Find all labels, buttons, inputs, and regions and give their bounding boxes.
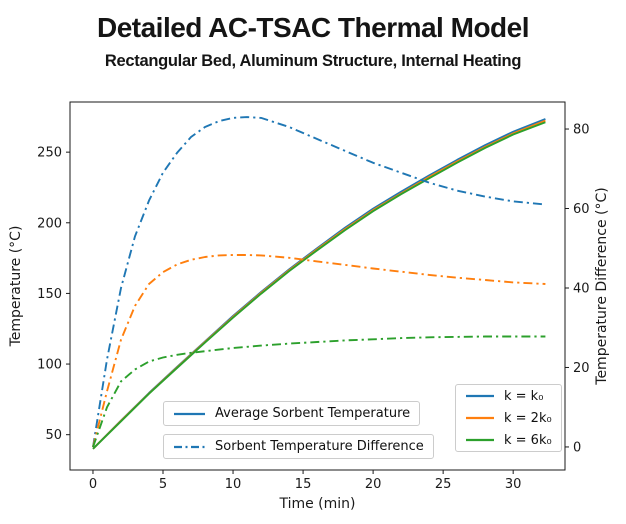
x-axis-label: Time (min) — [278, 496, 355, 512]
solid-line-sample-icon — [173, 411, 206, 417]
legend-average-sorbent-temperature: Average Sorbent Temperature — [163, 401, 421, 426]
legend-item-temperature-difference: Sorbent Temperature Difference — [164, 435, 433, 458]
y-left-tick-label: 50 — [45, 428, 62, 443]
legend-item-average-temperature: Average Sorbent Temperature — [164, 402, 419, 425]
y-left-tick-label: 150 — [37, 287, 62, 302]
x-tick-label: 25 — [435, 477, 452, 492]
x-tick-label: 0 — [89, 477, 97, 492]
legend-label: Average Sorbent Temperature — [215, 406, 411, 421]
y-right-axis-label: Temperature Difference (°C) — [594, 187, 610, 385]
x-tick-label: 30 — [505, 477, 522, 492]
legend-sorbent-temperature-difference: Sorbent Temperature Difference — [163, 434, 434, 459]
y-right-tick-label: 80 — [573, 123, 590, 138]
plot-border — [69, 101, 566, 471]
series-temp-diff-6k0 — [92, 335, 546, 448]
y-left-tick-label: 100 — [37, 358, 62, 373]
y-right-tick-label: 20 — [573, 361, 590, 376]
chart-title: Detailed AC-TSAC Thermal Model — [96, 12, 530, 43]
series-temp-diff-k0 — [92, 116, 546, 448]
2k0-line-sample-icon — [465, 415, 495, 421]
x-tick-label: 10 — [225, 477, 242, 492]
6k0-line-sample-icon — [465, 437, 495, 443]
y-left-tick-label: 200 — [37, 216, 62, 231]
x-tick-label: 20 — [365, 477, 382, 492]
dashdot-line-sample-icon — [173, 444, 206, 450]
y-right-tick-label: 0 — [573, 440, 581, 455]
series-avg-temp-6k0 — [92, 121, 546, 450]
legend-k-values: k = k₀ k = 2k₀ k = 6k₀ — [455, 384, 562, 452]
y-left-tick-label: 250 — [37, 146, 62, 161]
legend-item-k0: k = k₀ — [456, 385, 561, 407]
chart-subtitle: Rectangular Bed, Aluminum Structure, Int… — [104, 52, 522, 70]
x-tick-label: 5 — [159, 477, 167, 492]
y-right-tick-label: 60 — [573, 202, 590, 217]
legend-label: k = 6k₀ — [504, 432, 552, 448]
legend-item-6k0: k = 6k₀ — [456, 429, 561, 451]
legend-label: Sorbent Temperature Difference — [215, 439, 424, 454]
k0-line-sample-icon — [465, 393, 495, 399]
legend-label: k = 2k₀ — [504, 410, 552, 426]
x-tick-label: 15 — [295, 477, 312, 492]
legend-label: k = k₀ — [504, 388, 544, 404]
y-left-axis-label: Temperature (°C) — [8, 226, 24, 348]
legend-item-2k0: k = 2k₀ — [456, 407, 561, 429]
y-right-tick-label: 40 — [573, 281, 590, 296]
